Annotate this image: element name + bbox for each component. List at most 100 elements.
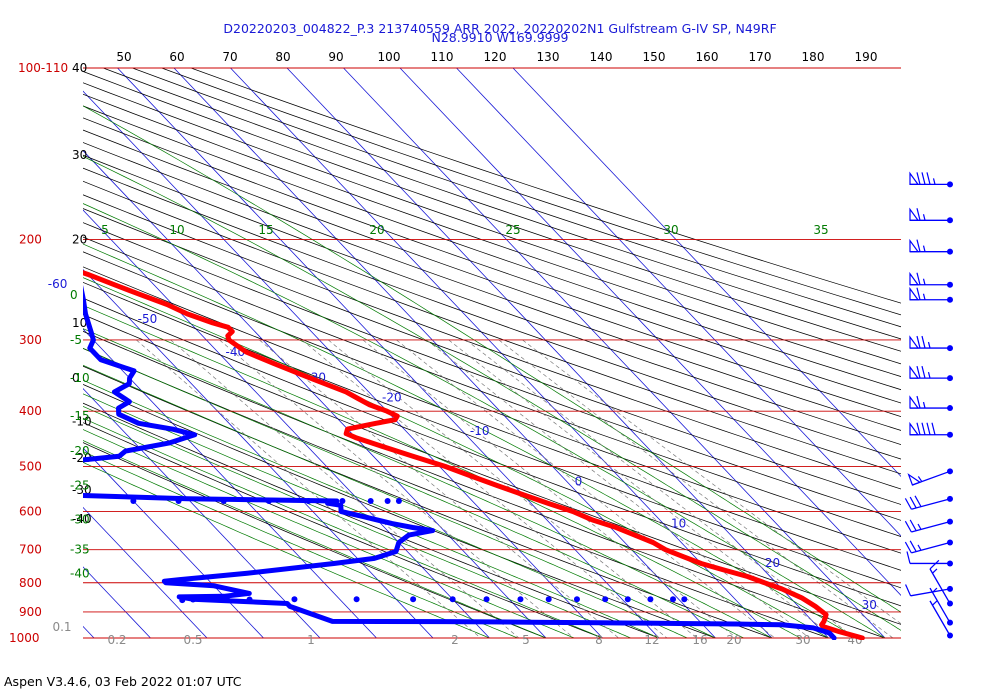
pressure-tick-label: 1000 [9,631,40,645]
mixing-ratio-label: 8 [595,633,603,647]
top-scale-label: 50 [116,50,131,64]
wind-barb-pennant [909,421,920,436]
wind-barb-feather [916,335,921,349]
altitude-label: -10 [72,414,92,428]
top-scale-label: 110 [431,50,454,64]
dewpoint-dot [602,596,609,603]
moist-adiabat-line [83,451,518,639]
wind-barb-half-feather [922,278,926,285]
dry-adiabat-line [83,442,547,639]
dry-adiabat-line [83,117,901,404]
wind-barb [909,271,953,288]
isotherm-label: -50 [138,312,158,326]
pressure-tick-label: 900 [19,605,42,619]
mixing-ratio-label: 0.2 [107,633,126,647]
dewpoint-dot [339,498,346,505]
wind-barb-feather [921,335,926,349]
wind-barb [909,365,953,382]
pressure-tick-label: 600 [19,505,42,519]
isotherm-line [343,68,886,639]
wind-barb [905,584,953,597]
wind-barb-half-feather [922,214,926,221]
wind-barb [909,286,953,303]
dry-adiabat-line [83,266,901,571]
mixing-ratio-label: 30 [795,633,810,647]
isotherm-label: 20 [765,556,780,570]
wind-barb-feather [916,208,921,221]
altitude-label: 40 [72,61,87,75]
pressure-tick-label: 300 [19,333,42,347]
moist-adiabat-line [83,440,547,639]
wind-barb-feather [916,272,921,285]
isotherm-line [286,68,829,639]
dry-adiabat-line [83,422,603,639]
dewpoint-dot [190,596,197,603]
wind-barb-feather [916,422,921,435]
isotherm-label: -10 [470,424,490,438]
isotherm-line [83,447,264,639]
theta-e-top-label: 30 [663,223,678,237]
wind-barb-feather [931,422,936,435]
wind-barb-half-feather [922,401,926,409]
top-scale-label: 100 [378,50,401,64]
mixing-ratio-line [259,339,619,639]
wind-barb-shaft [929,600,951,636]
dewpoint-dot [573,596,580,603]
top-scale-label: 180 [802,50,825,64]
dry-adiabat-line [83,167,901,460]
moist-adiabat-line [83,461,490,639]
dry-adiabat-line [83,194,901,490]
theta-e-top-label: 10 [169,223,184,237]
dewpoint-dot [130,498,137,505]
wind-barb-feather [904,541,912,554]
dry-adiabat-line [83,93,901,377]
top-scale-label: 70 [222,50,237,64]
wind-barb-feather [909,519,917,532]
altitude-label: 20 [72,233,87,247]
altitude-label: -40 [72,512,92,526]
mixing-ratio-line [219,339,575,639]
chart-title-line-2: N28.9910 W169.9999 [431,30,568,45]
wind-barb [906,551,953,567]
dry-adiabat-line [83,314,901,625]
theta-e-top-label: 20 [369,223,384,237]
wind-barb-half-feather [922,293,926,300]
wind-barb [904,518,953,533]
mixing-ratio-label: 0.1 [52,620,71,634]
wind-barb-feather [916,287,921,300]
theta-e-label: 0 [70,288,78,302]
top-scale-label: 90 [328,50,343,64]
wind-barb-shaft [929,568,951,604]
theta-e-label: -10 [70,371,90,385]
mixing-ratio-line [170,339,520,639]
wind-barb-half-feather [932,587,938,593]
wind-barb-pennant [909,335,920,349]
wind-barbs [904,171,953,639]
dry-adiabat-line [103,68,901,340]
wind-barb-feather [904,498,912,510]
dewpoint-dot [624,596,631,603]
wind-barb-half-feather [917,544,922,551]
theta-e-top-label: 15 [258,223,273,237]
mixing-ratio-label: 20 [726,633,741,647]
dewpoint-dot [246,596,253,603]
isotherm-label: 30 [862,598,877,612]
theta-e-label: -15 [70,409,90,423]
wind-barb-half-feather [927,371,931,379]
mixing-ratio-line [328,339,698,639]
mixing-ratio-line [498,339,894,639]
mixing-ratio-line [448,339,836,639]
wind-barb-half-feather [922,245,926,252]
dewpoint-dot [647,596,654,603]
pressure-tick-label: 200 [19,233,42,247]
top-scale-label: 150 [643,50,666,64]
dewpoint-dot [220,498,227,505]
pressure-tick-label: 400 [19,404,42,418]
wind-barb-pennant [909,286,920,301]
wind-barb-feather [921,422,926,435]
dry-adiabat-line [83,71,901,352]
wind-barb-feather [926,172,931,185]
footer-version-text: Aspen V3.4.6, 03 Feb 2022 01:07 UTC [4,674,242,689]
mixing-ratio-label: 12 [644,633,659,647]
